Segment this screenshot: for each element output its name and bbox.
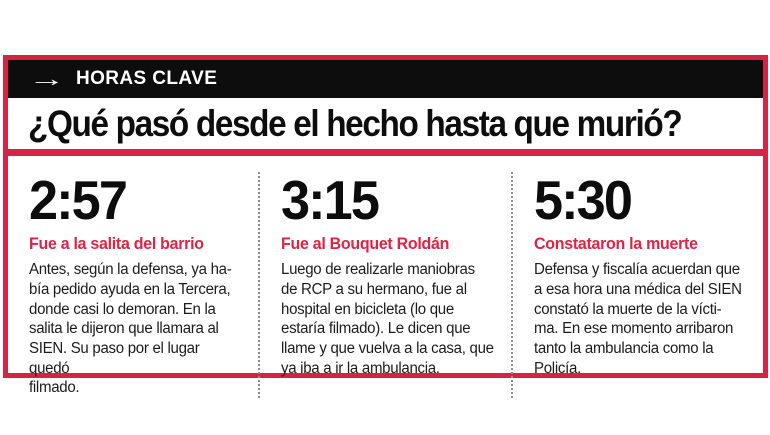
event-subtitle: Fue a la salita del barrio [29,234,204,254]
kicker-label: HORAS CLAVE [76,68,218,89]
kicker-bar: → HORAS CLAVE [8,60,763,98]
event-subtitle: Constataron la muerte [533,234,698,254]
time-label: 5:30 [533,169,633,231]
event-description: Antes, según la defensa, ya ha- bía pedi… [29,261,232,397]
red-divider [8,149,763,156]
time-label: 2:57 [29,169,128,231]
event-description: Defensa y fiscalía acuerdan que a esa ho… [533,261,742,377]
timeline-item-3: 5:30 Constataron la muerte Defensa y fis… [510,169,763,398]
title-row: ¿Qué pasó desde el hecho hasta que murió… [8,98,763,149]
timeline-columns: 2:57 Fue a la salita del barrio Antes, s… [8,156,763,412]
event-subtitle: Fue al Bouquet Roldán [281,234,450,254]
event-description: Luego de realizarle maniobras de RCP a s… [281,261,495,377]
page-title: ¿Qué pasó desde el hecho hasta que murió… [28,102,683,144]
time-label: 3:15 [281,169,380,231]
timeline-item-1: 2:57 Fue a la salita del barrio Antes, s… [8,172,258,398]
infographic-panel: → HORAS CLAVE ¿Qué pasó desde el hecho h… [3,55,768,398]
arrow-right-icon: → [28,66,66,91]
timeline-item-2: 3:15 Fue al Bouquet Roldán Luego de real… [258,172,510,398]
